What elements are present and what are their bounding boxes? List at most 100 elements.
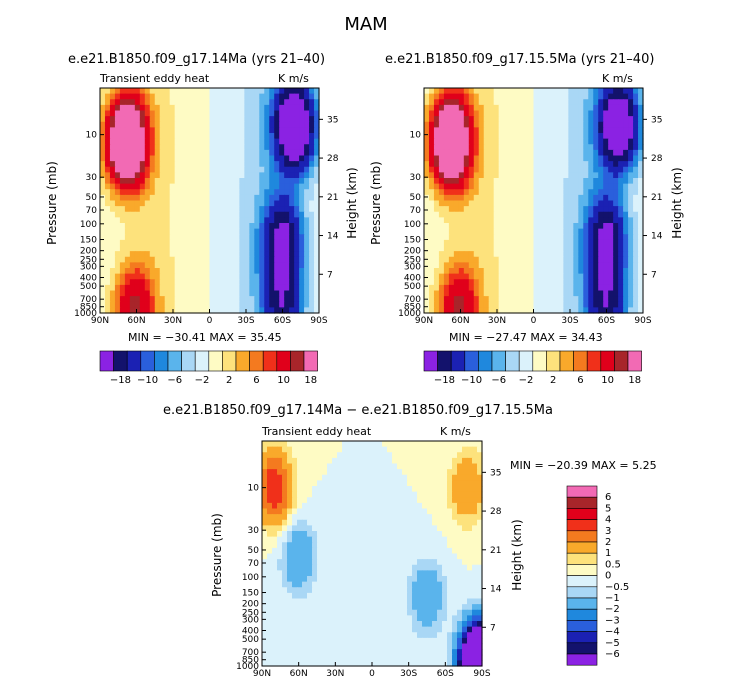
field-cell [468, 104, 475, 112]
field-cell [209, 234, 216, 241]
field-cell [603, 172, 609, 179]
field-cell [164, 149, 171, 157]
field-cell [269, 228, 275, 235]
field-cell [224, 301, 231, 308]
field-cell [598, 251, 604, 258]
field-cell [272, 497, 278, 504]
field-cell [219, 183, 226, 190]
field-cell [443, 273, 450, 280]
field-cell [229, 217, 235, 224]
field-cell [214, 178, 221, 185]
field-cell [169, 166, 176, 173]
field-cell [407, 463, 413, 470]
field-cell [462, 502, 468, 510]
field-cell [179, 228, 186, 235]
field-cell [543, 217, 550, 224]
field-cell [287, 469, 293, 476]
field-cell [144, 172, 151, 179]
field-cell [633, 166, 639, 173]
field-cell [262, 542, 268, 549]
field-cell [279, 127, 285, 134]
field-cell [593, 262, 599, 269]
field-cell [473, 234, 480, 241]
field-cell [533, 110, 540, 117]
field-cell [533, 301, 540, 308]
field-cell [424, 284, 430, 292]
field-cell [608, 284, 614, 292]
field-cell [387, 564, 393, 571]
field-cell [264, 290, 270, 297]
field-cell [613, 166, 619, 173]
field-cell [159, 116, 166, 123]
field-cell [307, 604, 313, 611]
field-cell [194, 211, 201, 218]
field-cell [382, 452, 388, 459]
field-cell [588, 110, 594, 117]
field-cell [433, 206, 440, 213]
field-cell [154, 234, 161, 241]
field-cell [249, 161, 255, 168]
field-cell [598, 234, 604, 241]
field-cell [229, 155, 235, 162]
field-cell [472, 519, 478, 526]
field-cell [503, 284, 510, 292]
field-cell [488, 290, 495, 297]
field-cell [194, 121, 201, 128]
field-cell [204, 133, 211, 140]
field-cell [124, 307, 131, 314]
field-cell [508, 245, 515, 252]
field-cell [189, 88, 196, 95]
field-cell [478, 284, 485, 292]
field-cell [397, 502, 403, 510]
field-cell [438, 189, 445, 196]
field-cell [533, 234, 540, 241]
field-cell [458, 194, 465, 202]
field-cell [503, 239, 510, 247]
field-cell [244, 183, 250, 190]
field-cell [543, 262, 550, 269]
field-cell [513, 189, 520, 196]
field-cell [249, 110, 255, 117]
field-cell [533, 223, 540, 230]
field-cell [573, 144, 579, 151]
field-cell [269, 307, 275, 314]
field-cell [397, 542, 403, 549]
field-cell [422, 576, 428, 583]
field-cell [447, 576, 453, 583]
field-cell [294, 144, 300, 151]
field-cell [422, 547, 428, 555]
field-cell [593, 149, 599, 157]
field-cell [488, 223, 495, 230]
field-cell [169, 133, 176, 140]
field-cell [322, 446, 328, 453]
field-cell [397, 508, 403, 515]
field-cell [498, 206, 505, 213]
field-cell [437, 486, 443, 493]
field-cell [638, 256, 644, 263]
field-cell [134, 211, 141, 218]
field-cell [578, 166, 584, 173]
field-cell [633, 172, 639, 179]
field-cell [553, 93, 559, 100]
field-cell [448, 273, 455, 280]
field-cell [483, 217, 490, 224]
field-cell [407, 581, 413, 588]
field-cell [234, 262, 240, 269]
field-cell [362, 457, 368, 465]
field-cell [292, 609, 298, 616]
field-cell [563, 178, 569, 185]
field-cell [279, 116, 285, 123]
field-cell [528, 200, 535, 207]
field-cell [169, 296, 176, 303]
field-cell [362, 542, 368, 549]
field-cell [588, 155, 594, 162]
field-cell [129, 166, 136, 173]
field-cell [234, 296, 240, 303]
field-cell [262, 469, 268, 476]
field-cell [628, 296, 634, 303]
field-cell [463, 262, 470, 269]
field-cell [299, 121, 305, 128]
field-cell [392, 457, 398, 465]
field-cell [342, 525, 348, 532]
field-cell [289, 121, 295, 128]
